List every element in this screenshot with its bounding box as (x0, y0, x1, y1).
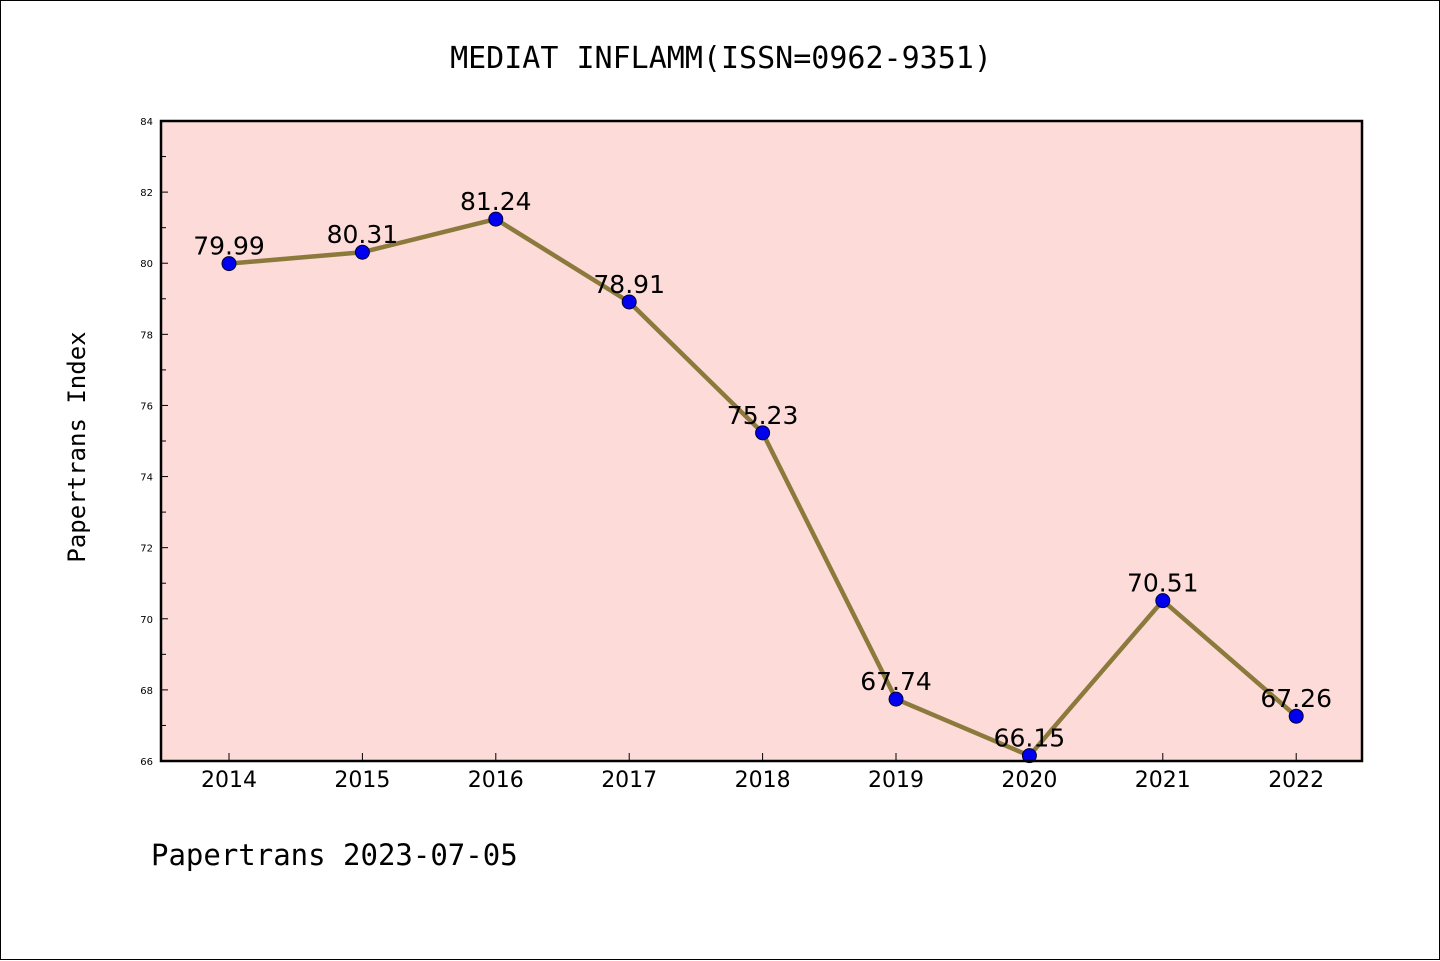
y-tick-label: 84 (140, 117, 153, 128)
series-markers (221, 211, 1304, 764)
y-tick-label: 78 (140, 330, 153, 341)
plot-border (159, 119, 1364, 763)
data-point (621, 294, 637, 310)
x-tick-label: 2019 (868, 768, 924, 793)
y-tick-label: 66 (140, 757, 153, 768)
y-axis-label: Papertrans Index (63, 331, 91, 562)
data-value-label: 80.31 (327, 220, 399, 249)
y-axis: 66 68 70 72 74 76 78 80 82 84 (140, 117, 168, 768)
data-point (755, 425, 771, 441)
y-tick-label: 80 (140, 259, 153, 270)
y-tick-label: 82 (140, 188, 153, 199)
footer-date: Papertrans 2023-07-05 (151, 838, 518, 872)
plot-area (161, 121, 1362, 761)
x-tick-label: 2021 (1135, 768, 1191, 793)
data-point (221, 256, 237, 272)
x-tick-label: 2015 (334, 768, 390, 793)
x-tick-label: 2016 (468, 768, 524, 793)
data-value-label: 81.24 (460, 187, 532, 216)
data-point (354, 244, 370, 260)
x-tick-label: 2018 (735, 768, 791, 793)
y-tick-label: 72 (140, 544, 153, 555)
x-tick-label: 2022 (1268, 768, 1324, 793)
data-labels: 79.99 80.31 81.24 78.91 75.23 67.74 66.15 70.51… (193, 187, 1332, 753)
chart-title: MEDIAT INFLAMM(ISSN=0962-9351) (450, 41, 992, 76)
data-point (888, 691, 904, 707)
data-point (1155, 593, 1171, 609)
data-value-label: 75.23 (727, 401, 799, 430)
y-tick-label: 76 (140, 401, 153, 412)
x-tick-label: 2020 (1001, 768, 1057, 793)
data-value-label: 66.15 (994, 724, 1066, 753)
x-tick-label: 2014 (201, 768, 257, 793)
data-point (1288, 708, 1304, 724)
y-tick-label: 68 (140, 686, 153, 697)
data-value-label: 79.99 (193, 232, 265, 261)
data-value-label: 67.74 (860, 667, 932, 696)
data-value-label: 70.51 (1127, 569, 1199, 598)
x-axis: 2014 2015 2016 2017 2018 2019 2020 2021 2022 (201, 753, 1324, 793)
data-point (1021, 748, 1037, 764)
x-tick-label: 2017 (601, 768, 657, 793)
y-tick-label: 74 (140, 473, 153, 484)
data-point (488, 211, 504, 227)
data-value-label: 67.26 (1260, 684, 1332, 713)
y-tick-label: 70 (140, 615, 153, 626)
data-value-label: 78.91 (593, 270, 665, 299)
